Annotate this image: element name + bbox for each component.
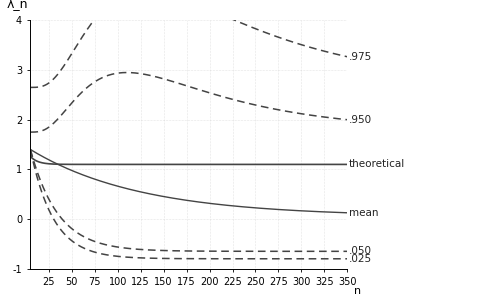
- Text: .975: .975: [349, 52, 372, 62]
- Text: .025: .025: [349, 254, 372, 264]
- Text: .950: .950: [349, 115, 372, 125]
- Text: theoretical: theoretical: [349, 159, 406, 170]
- Text: n: n: [354, 286, 361, 296]
- Y-axis label: λ_n: λ_n: [7, 0, 28, 10]
- Text: .050: .050: [349, 246, 372, 256]
- Text: mean: mean: [349, 208, 378, 218]
